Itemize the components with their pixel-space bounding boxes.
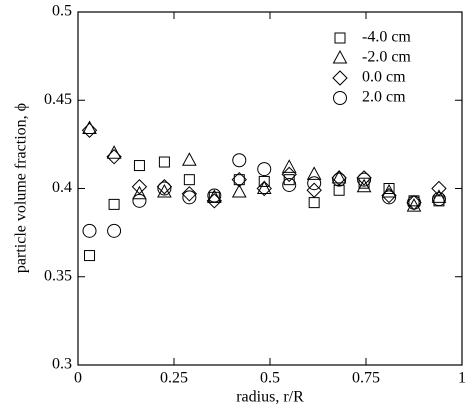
- y-tick-label: 0.45: [44, 91, 72, 108]
- marker-circle: [332, 172, 347, 187]
- marker-circle: [232, 153, 247, 168]
- marker-diamond: [306, 182, 322, 198]
- marker-square: [258, 175, 270, 187]
- marker-circle: [132, 193, 147, 208]
- legend-label: 2.0 cm: [362, 89, 406, 106]
- marker-triangle: [231, 183, 247, 198]
- marker-square: [283, 174, 295, 186]
- legend-label: -2.0 cm: [362, 49, 411, 66]
- marker-square: [158, 156, 170, 168]
- x-tick-label: 0.5: [260, 370, 280, 387]
- marker-circle: [107, 223, 122, 238]
- marker-diamond: [431, 180, 447, 197]
- marker-diamond: [81, 122, 98, 138]
- marker-triangle: [106, 145, 122, 159]
- x-tick-label: 1: [458, 370, 466, 387]
- x-tick-label: 0.75: [352, 370, 380, 387]
- marker-circle: [82, 223, 97, 238]
- marker-triangle: [381, 183, 397, 198]
- marker-square: [333, 184, 345, 196]
- legend-label: -4.0 cm: [362, 29, 411, 46]
- marker-triangle: [256, 180, 272, 194]
- marker-diamond: [181, 186, 198, 202]
- marker-diamond: [206, 193, 223, 209]
- marker-circle: [357, 172, 372, 187]
- marker-triangle: [306, 166, 322, 180]
- marker-triangle: [182, 152, 197, 166]
- x-tick-label: 0: [74, 370, 82, 387]
- y-axis-label: particle volume fraction, ϕ: [13, 103, 30, 273]
- marker-triangle: [431, 189, 447, 203]
- marker-square: [84, 250, 96, 262]
- y-tick-label: 0.4: [52, 179, 72, 196]
- marker-diamond: [281, 166, 297, 183]
- marker-square: [383, 183, 395, 194]
- marker-square: [133, 160, 145, 172]
- marker-circle: [333, 91, 347, 105]
- marker-circle: [431, 192, 446, 207]
- y-tick-label: 0.3: [52, 356, 72, 373]
- marker-triangle: [132, 185, 147, 200]
- y-tick-label: 0.5: [52, 3, 72, 20]
- x-tick-label: 0.25: [160, 370, 188, 387]
- marker-triangle: [281, 159, 297, 173]
- marker-square: [183, 174, 195, 186]
- marker-square: [334, 32, 346, 44]
- marker-triangle: [331, 169, 347, 184]
- marker-diamond: [256, 180, 272, 197]
- marker-diamond: [106, 149, 122, 165]
- marker-circle: [182, 190, 197, 205]
- marker-triangle: [82, 120, 97, 134]
- marker-circle: [407, 195, 421, 210]
- marker-circle: [282, 177, 297, 192]
- y-tick-label: 0.35: [44, 267, 72, 284]
- marker-circle: [257, 162, 272, 177]
- marker-diamond: [131, 179, 148, 195]
- marker-circle: [307, 176, 322, 191]
- marker-square: [108, 198, 120, 210]
- marker-triangle: [406, 198, 422, 212]
- marker-circle: [207, 188, 222, 203]
- marker-triangle: [332, 49, 348, 64]
- marker-diamond: [231, 171, 247, 188]
- marker-diamond: [332, 70, 348, 86]
- x-axis-label: radius, r/R: [236, 389, 304, 406]
- marker-circle: [157, 181, 172, 196]
- legend-label: 0.0 cm: [362, 69, 406, 86]
- marker-square: [308, 197, 320, 209]
- marker-circle: [382, 190, 397, 205]
